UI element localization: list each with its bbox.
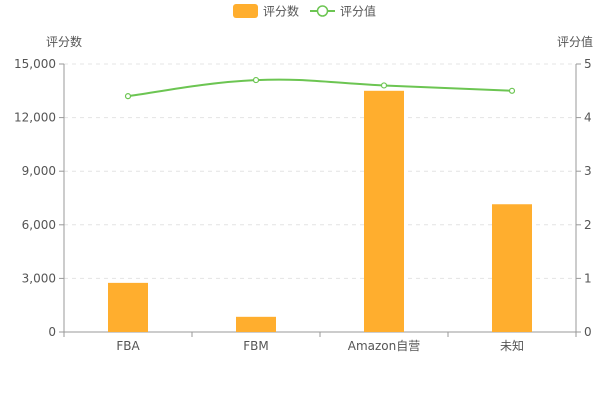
- legend[interactable]: 评分数 评分值: [233, 4, 376, 19]
- right-axis-tick-label: 4: [584, 111, 592, 125]
- legend-label-rating-value[interactable]: 评分值: [340, 4, 376, 19]
- left-axis-tick-label: 9,000: [22, 164, 56, 178]
- legend-swatch-rating-value-marker[interactable]: [316, 5, 329, 17]
- left-axis-tick-label: 3,000: [22, 271, 56, 285]
- left-axis-tick-label: 15,000: [14, 57, 56, 71]
- right-axis-tick-label: 0: [584, 325, 592, 339]
- x-axis-tick-label: FBM: [243, 339, 269, 353]
- bar-series-rating-count: [108, 90, 532, 332]
- point-未知[interactable]: [508, 87, 516, 94]
- x-axis-tick-label: 未知: [500, 339, 524, 353]
- point-FBA[interactable]: [124, 93, 132, 100]
- point-Amazon自营[interactable]: [380, 82, 388, 89]
- bar-FBA[interactable]: [108, 282, 148, 332]
- right-axis-tick-label: 1: [584, 271, 592, 285]
- rating-value-line: [127, 78, 513, 98]
- bar-未知[interactable]: [492, 204, 532, 332]
- left-axis-tick-label: 12,000: [14, 111, 56, 125]
- right-axis-tick-label: 3: [584, 164, 592, 178]
- grid-lines: [64, 63, 576, 279]
- axes: 0 3,000 6,000 9,000 12,000 15,000 评分数 0 1 2 3 4 5 评分值…: [14, 34, 593, 353]
- point-FBM[interactable]: [252, 76, 260, 84]
- right-axis-tick-label: 5: [584, 57, 592, 71]
- legend-swatch-rating-count[interactable]: [233, 4, 258, 18]
- right-axis-title: 评分值: [557, 34, 593, 49]
- right-axis-tick-label: 2: [584, 218, 592, 232]
- bar-FBM[interactable]: [236, 316, 276, 332]
- x-axis-tick-label: Amazon自营: [348, 339, 421, 353]
- line-series-rating-value: [124, 76, 516, 100]
- bar-Amazon自营[interactable]: [364, 90, 404, 332]
- left-axis-title: 评分数: [46, 34, 82, 49]
- left-axis-tick-label: 0: [48, 325, 56, 339]
- x-axis-tick-label: FBA: [116, 339, 140, 353]
- legend-label-rating-count[interactable]: 评分数: [263, 4, 299, 19]
- left-axis-tick-label: 6,000: [22, 218, 56, 232]
